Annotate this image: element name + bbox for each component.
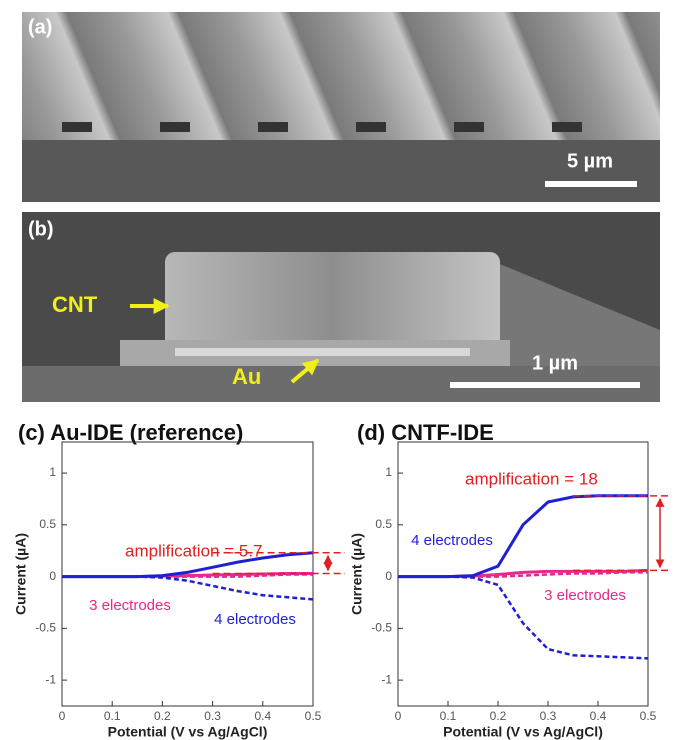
y-tick-label: -0.5	[371, 621, 392, 635]
y-tick-label: 1	[49, 465, 56, 479]
annotation: amplification = 18	[465, 469, 598, 488]
chart-title: (d) CNTF-IDE	[357, 420, 494, 445]
chart: (d) CNTF-IDE 0 0.1 0.2 0.3 0.4 0.5 -1 -0.5 0 0.5 1 P…	[349, 420, 668, 740]
series-label: 3 electrodes	[544, 587, 626, 604]
reverse-scan-line	[62, 577, 313, 600]
annotation: CNT	[52, 292, 98, 317]
y-tick-label: 0.5	[375, 517, 392, 531]
x-tick-label: 0	[59, 709, 66, 723]
x-tick-label: 0.4	[254, 709, 271, 723]
series-label: 4 electrodes	[214, 611, 296, 628]
x-tick-label: 0.1	[440, 709, 457, 723]
scale-bar	[450, 382, 640, 388]
x-tick-label: 0.4	[590, 709, 607, 723]
y-tick-label: -1	[45, 672, 56, 686]
scale-bar	[545, 181, 637, 187]
x-tick-label: 0.3	[540, 709, 557, 723]
chart: (c) Au-IDE (reference) 0 0.1 0.2 0.3 0.4 0.5 -1…	[13, 420, 345, 740]
y-tick-label: 0	[385, 569, 392, 583]
y-axis-label: Current (µA)	[349, 533, 365, 615]
x-tick-label: 0.5	[640, 709, 657, 723]
panel-label: (b)	[28, 218, 54, 240]
figure: (a) 5 µm (b) CNT Au 1 µm (c) Au-IDE (ref…	[0, 0, 676, 740]
x-tick-label: 0.2	[490, 709, 507, 723]
x-tick-label: 0	[395, 709, 402, 723]
sem-image-a: (a) 5 µm	[22, 12, 660, 202]
sem-image-b: (b) CNT Au 1 µm	[22, 212, 660, 402]
scale-bar-label: 1 µm	[532, 352, 578, 374]
y-tick-label: -0.5	[35, 621, 56, 635]
x-axis-label: Potential (V vs Ag/AgCl)	[443, 724, 603, 740]
annotation: amplification = 5.7	[125, 541, 263, 560]
y-tick-label: -1	[381, 672, 392, 686]
y-axis-label: Current (µA)	[13, 533, 29, 615]
x-tick-label: 0.2	[154, 709, 171, 723]
chart-title: (c) Au-IDE (reference)	[18, 420, 243, 445]
annotation: Au	[232, 364, 261, 389]
scale-bar-label: 5 µm	[567, 150, 613, 172]
series-label: 3 electrodes	[89, 597, 171, 614]
x-tick-label: 0.1	[104, 709, 121, 723]
panel-label: (a)	[28, 16, 52, 38]
y-tick-label: 0	[49, 569, 56, 583]
y-tick-label: 0.5	[39, 517, 56, 531]
x-tick-label: 0.5	[305, 709, 322, 723]
y-tick-label: 1	[385, 465, 392, 479]
x-tick-label: 0.3	[204, 709, 221, 723]
series-label: 4 electrodes	[411, 532, 493, 549]
x-axis-label: Potential (V vs Ag/AgCl)	[108, 724, 268, 740]
